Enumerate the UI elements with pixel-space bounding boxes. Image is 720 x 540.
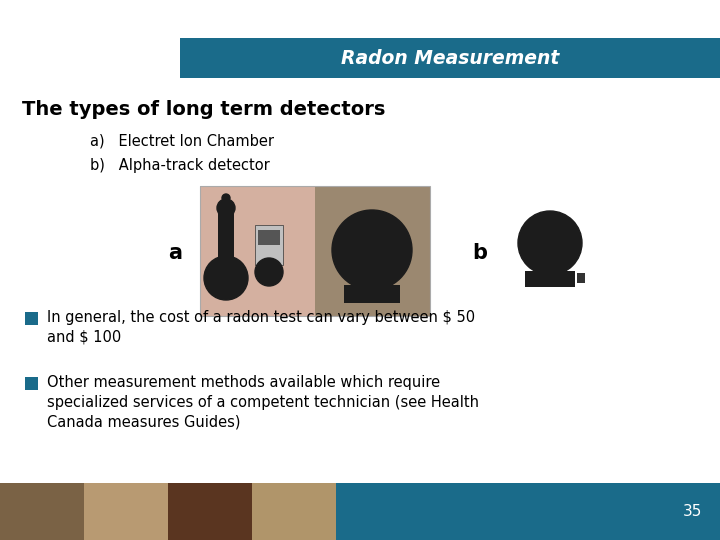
Bar [0, 483, 84, 540]
Bar [315, 186, 430, 316]
Circle shape [332, 210, 412, 290]
Bar [200, 186, 315, 316]
Text: b)   Alpha-track detector: b) Alpha-track detector [90, 158, 270, 173]
Bar [336, 483, 720, 540]
Text: b: b [472, 243, 487, 263]
Bar [200, 186, 430, 316]
Bar [344, 285, 400, 303]
Bar [525, 271, 575, 287]
Bar [180, 38, 720, 78]
Circle shape [255, 258, 283, 286]
Bar [84, 483, 168, 540]
Bar [252, 483, 336, 540]
Text: The types of long term detectors: The types of long term detectors [22, 100, 385, 119]
Circle shape [204, 256, 248, 300]
Bar [255, 225, 283, 265]
Bar [218, 210, 234, 270]
Text: In general, the cost of a radon test can vary between $ 50
and $ 100: In general, the cost of a radon test can… [47, 310, 475, 345]
Circle shape [222, 194, 230, 202]
Bar [577, 273, 585, 283]
Circle shape [217, 199, 235, 217]
Bar [258, 230, 280, 245]
Text: Other measurement methods available which require
specialized services of a comp: Other measurement methods available whic… [47, 375, 479, 430]
Bar [168, 483, 252, 540]
Text: a)   Electret Ion Chamber: a) Electret Ion Chamber [90, 133, 274, 148]
Text: Radon Measurement: Radon Measurement [341, 49, 559, 68]
Bar [25, 312, 38, 325]
Circle shape [518, 211, 582, 275]
Text: a: a [168, 243, 182, 263]
Bar [25, 377, 38, 390]
Text: 35: 35 [683, 504, 702, 519]
